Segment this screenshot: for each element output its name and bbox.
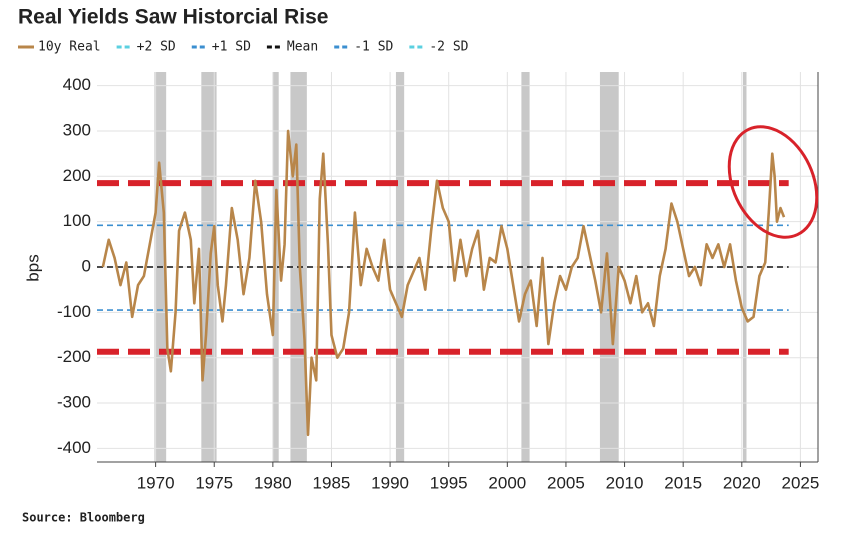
highlight-circle xyxy=(727,125,819,239)
x-tick-label: 1985 xyxy=(313,473,351,492)
chart-title: Real Yields Saw Historcial Rise xyxy=(18,6,328,29)
source: Source: Bloomberg xyxy=(22,511,145,525)
x-tick-label: 1970 xyxy=(137,473,175,492)
y-tick-label: -100 xyxy=(57,302,91,321)
y-axis-label: bps xyxy=(23,254,42,281)
legend-label: Mean xyxy=(287,40,318,55)
legend-label: 10y Real xyxy=(38,40,101,55)
y-tick-label: -300 xyxy=(57,393,91,412)
y-tick-label: -400 xyxy=(57,438,91,457)
line-series xyxy=(101,129,786,437)
x-tick-label: 1990 xyxy=(371,473,409,492)
x-tick-label: 2015 xyxy=(664,473,702,492)
y-tick-label: -200 xyxy=(57,347,91,366)
x-tick-label: 2005 xyxy=(547,473,585,492)
y-tick-label: 400 xyxy=(63,75,91,94)
y-tick-label: 200 xyxy=(63,166,91,185)
x-tick-label: 2020 xyxy=(723,473,761,492)
x-tick-label: 2025 xyxy=(782,473,820,492)
legend-label: -1 SD xyxy=(354,40,393,55)
legend-label: +1 SD xyxy=(212,40,251,55)
x-tick-label: 1980 xyxy=(254,473,292,492)
x-tick-label: 1975 xyxy=(195,473,233,492)
y-tick-label: 300 xyxy=(63,120,91,139)
x-tick-label: 2000 xyxy=(488,473,526,492)
legend-label: -2 SD xyxy=(429,40,468,55)
legend-label: +2 SD xyxy=(137,40,176,55)
x-tick-label: 1995 xyxy=(430,473,468,492)
x-tick-label: 2010 xyxy=(606,473,644,492)
y-tick-label: 0 xyxy=(82,256,91,275)
y-tick-label: 100 xyxy=(63,211,91,230)
